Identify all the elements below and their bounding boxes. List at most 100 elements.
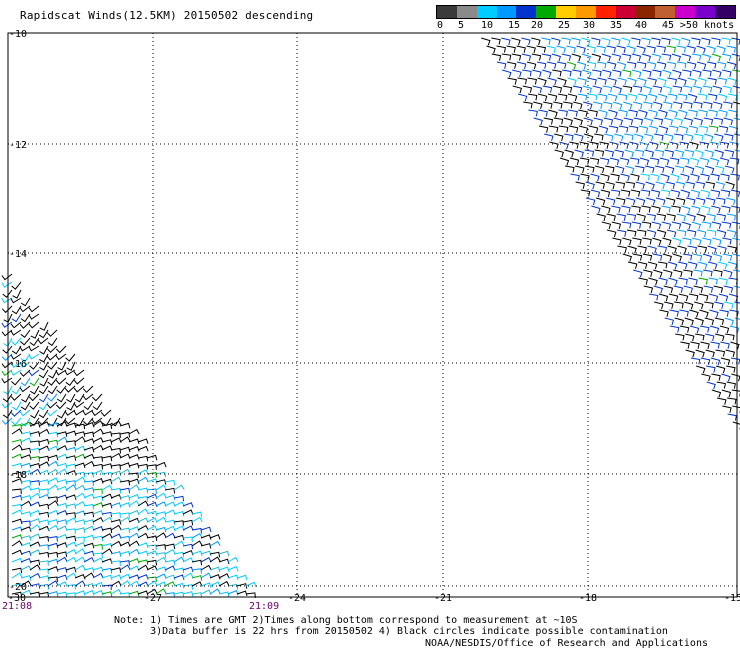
wind-barb: [697, 77, 707, 86]
wind-barb: [684, 165, 695, 174]
wind-barb: [119, 516, 131, 523]
wind-barb: [716, 45, 726, 54]
wind-barb: [74, 462, 86, 469]
wind-barb: [110, 551, 122, 557]
wind-barb: [588, 125, 599, 133]
wind-barb: [128, 574, 140, 580]
wind-barb: [11, 582, 23, 589]
wind-barb: [706, 229, 717, 237]
wind-barb: [721, 373, 731, 382]
wind-barb: [37, 337, 49, 345]
wind-barb: [38, 511, 50, 518]
wind-barb: [633, 101, 643, 110]
wind-barb: [720, 189, 731, 197]
wind-barb: [2, 393, 13, 403]
wind-barb: [47, 590, 59, 597]
wind-barb: [554, 149, 564, 158]
wind-barb: [661, 53, 672, 61]
wind-barb: [57, 361, 67, 371]
wind-barb: [683, 117, 694, 126]
wind-barb: [702, 85, 713, 93]
wind-barb: [11, 424, 22, 430]
wind-barb: [569, 157, 580, 166]
wind-barb: [643, 101, 653, 109]
wind-barb: [676, 229, 687, 237]
wind-barb: [46, 329, 58, 337]
wind-barb: [20, 337, 31, 346]
wind-barb: [734, 317, 740, 320]
wind-barb: [600, 173, 610, 182]
wind-barb: [38, 479, 50, 485]
wind-barb: [74, 548, 86, 555]
wind-barb: [536, 61, 547, 69]
wind-barb: [65, 556, 77, 563]
wind-barb: [29, 509, 41, 516]
wind-barb: [708, 125, 719, 133]
wind-barb: [579, 141, 589, 149]
wind-barb: [582, 85, 593, 94]
wind-barb: [718, 109, 728, 118]
wind-barb: [696, 45, 706, 54]
wind-barb: [110, 560, 121, 566]
wind-barb: [11, 557, 23, 564]
wind-barb: [502, 69, 512, 78]
wind-barb: [613, 101, 623, 110]
wind-barb: [721, 221, 732, 229]
wind-barb: [245, 581, 257, 588]
wind-barb: [74, 492, 86, 499]
wind-barb: [689, 141, 699, 150]
wind-barb: [728, 277, 738, 285]
wind-barb: [559, 157, 570, 166]
wind-barb: [11, 417, 22, 426]
wind-barb: [701, 205, 711, 214]
wind-barb: [46, 353, 58, 361]
wind-barb: [721, 37, 731, 45]
wind-barb: [681, 53, 692, 62]
wind-barb: [137, 525, 149, 531]
wind-barb: [29, 591, 41, 598]
wind-barb: [155, 492, 167, 499]
wind-barb: [701, 53, 712, 62]
wind-barb: [691, 205, 701, 214]
wind-barb: [712, 69, 722, 78]
wind-barb: [173, 520, 184, 526]
wind-barb: [47, 576, 58, 583]
wind-barb: [20, 589, 32, 596]
wind-barb: [565, 165, 575, 173]
wind-barb: [92, 543, 103, 550]
wind-barb: [624, 133, 634, 141]
wind-barb: [708, 293, 719, 302]
wind-barb: [164, 543, 176, 550]
wind-barb: [65, 440, 76, 446]
wind-barb: [707, 77, 717, 85]
wind-barb: [119, 422, 131, 429]
wind-barb: [616, 213, 627, 221]
wind-barb: [694, 133, 704, 141]
wind-barb: [128, 494, 140, 500]
wind-barb: [696, 213, 706, 222]
wind-barb: [567, 93, 578, 102]
wind-barb: [137, 500, 149, 507]
wind-barb: [731, 37, 740, 45]
wind-barb: [573, 101, 583, 110]
legend-label: 0: [436, 20, 444, 31]
wind-barb: [670, 173, 680, 182]
wind-barb: [92, 517, 104, 523]
wind-barb: [538, 109, 548, 117]
wind-barb: [707, 93, 718, 101]
wind-barb: [110, 452, 122, 459]
wind-barb: [526, 45, 536, 54]
wind-barb: [668, 293, 679, 302]
wind-barb: [554, 133, 564, 142]
wind-barb: [611, 53, 622, 62]
wind-barb: [20, 535, 32, 541]
wind-barb: [674, 133, 684, 141]
wind-barb: [20, 431, 32, 437]
wind-barb: [656, 229, 667, 238]
wind-barb: [594, 133, 604, 141]
wind-barb: [1, 401, 13, 409]
wind-barb: [679, 141, 689, 149]
wind-barb: [119, 541, 131, 547]
wind-barb: [128, 558, 140, 564]
wind-barb: [725, 349, 736, 358]
